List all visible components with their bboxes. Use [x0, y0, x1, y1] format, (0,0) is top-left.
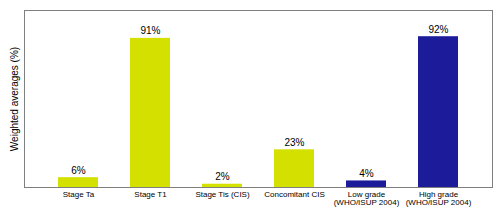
svg-text:High grade(WHO/ISUP 2004): High grade(WHO/ISUP 2004): [406, 190, 472, 207]
svg-text:Stage T1: Stage T1: [134, 190, 167, 199]
svg-text:4%: 4%: [359, 168, 374, 179]
svg-text:Stage Ta: Stage Ta: [63, 190, 95, 199]
svg-text:Low grade(WHO/ISUP 2004): Low grade(WHO/ISUP 2004): [334, 190, 400, 207]
svg-text:92%: 92%: [428, 24, 448, 35]
svg-text:Concomitant CIS: Concomitant CIS: [264, 190, 324, 199]
svg-text:Weighted averages (%): Weighted averages (%): [9, 47, 20, 151]
svg-text:23%: 23%: [284, 137, 304, 148]
svg-text:2%: 2%: [215, 171, 230, 182]
svg-text:Stage Tis (CIS): Stage Tis (CIS): [195, 190, 250, 199]
svg-text:91%: 91%: [140, 25, 160, 36]
svg-text:6%: 6%: [71, 165, 86, 176]
